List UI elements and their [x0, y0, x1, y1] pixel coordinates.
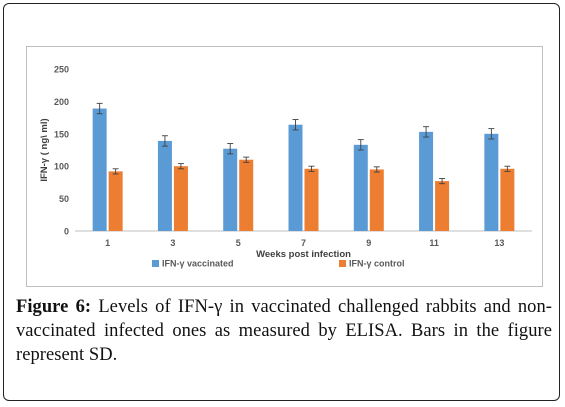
- bar-vaccinated: [157, 140, 172, 231]
- y-axis-title: IFN-γ ( ng\ ml): [39, 118, 50, 181]
- bar-vaccinated: [484, 133, 499, 231]
- y-tick-label: 200: [54, 97, 69, 107]
- bar-vaccinated: [223, 148, 238, 231]
- figure-caption: Figure 6: Levels of IFN-γ in vaccinated …: [16, 295, 552, 367]
- bar-control: [108, 171, 123, 231]
- bar-vaccinated: [288, 124, 303, 231]
- y-tick-label: 0: [64, 227, 69, 237]
- chart-error-bars: [96, 102, 511, 185]
- x-tick-label: 11: [429, 238, 439, 248]
- caption-text: Levels of IFN-γ in vaccinated challenged…: [16, 297, 552, 365]
- x-tick-label: 7: [301, 238, 306, 248]
- x-tick-label: 9: [366, 238, 371, 248]
- bar-control: [304, 168, 319, 231]
- caption-label: Figure 6:: [16, 297, 92, 317]
- bar-control: [369, 169, 384, 231]
- x-tick-label: 3: [170, 238, 175, 248]
- bar-control: [173, 166, 188, 231]
- chart-container: 0 50 100 150 200 250 IFN-γ ( ng\ ml) 1 3 5 7 9 11 13 W…: [26, 46, 543, 287]
- bar-control: [435, 181, 450, 231]
- bar-control: [500, 168, 515, 231]
- bar-control: [239, 159, 254, 231]
- chart-legend: IFN-γ vaccinated IFN-γ control: [152, 259, 405, 269]
- chart-bars: [92, 108, 515, 231]
- legend-swatch-control: [339, 260, 346, 267]
- legend-label-control: IFN-γ control: [349, 259, 405, 269]
- bar-vaccinated: [92, 108, 107, 231]
- x-tick-label: 1: [105, 238, 110, 248]
- y-tick-label: 250: [54, 65, 69, 75]
- bar-vaccinated: [419, 131, 434, 231]
- figure-frame: 0 50 100 150 200 250 IFN-γ ( ng\ ml) 1 3 5 7 9 11 13 W…: [3, 3, 560, 401]
- x-tick-label: 5: [236, 238, 241, 248]
- legend-swatch-vaccinated: [152, 260, 159, 267]
- bar-vaccinated: [353, 144, 368, 231]
- y-tick-label: 150: [54, 129, 69, 139]
- y-tick-label: 100: [54, 162, 69, 172]
- x-tick-label: 13: [494, 238, 504, 248]
- legend-label-vaccinated: IFN-γ vaccinated: [162, 259, 234, 269]
- y-tick-label: 50: [59, 194, 69, 204]
- x-axis-title: Weeks post infection: [256, 249, 351, 260]
